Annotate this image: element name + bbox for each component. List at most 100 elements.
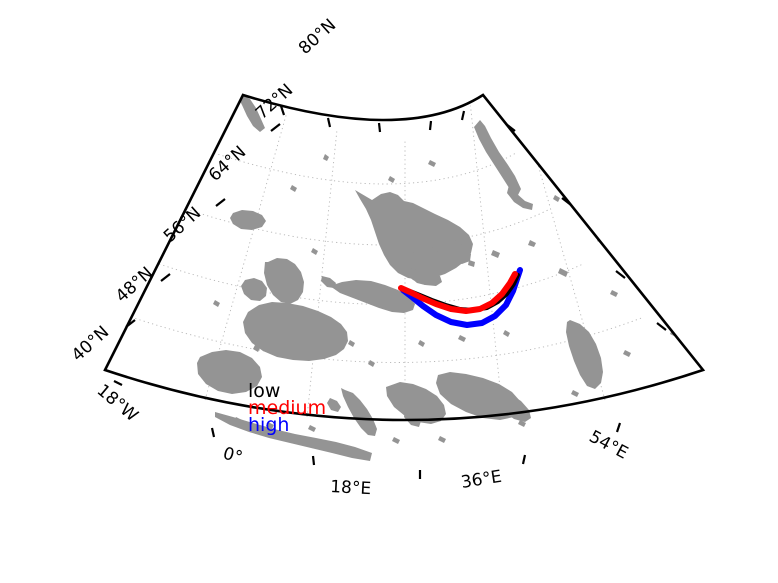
- coast-corsica-sardinia: [327, 398, 341, 412]
- coast-islet-w: [253, 345, 260, 352]
- parallel-64N: [185, 208, 551, 246]
- lon-label-18E: 18°E: [330, 477, 372, 499]
- tick-bottom-18E: [311, 455, 316, 466]
- coast-north-africa: [215, 412, 372, 461]
- coast-islet-p: [639, 215, 657, 231]
- coast-ireland: [241, 278, 267, 301]
- coast-islet-ah: [518, 420, 526, 427]
- coast-islet-m: [553, 195, 560, 202]
- coast-scandinavia: [355, 190, 473, 280]
- meridian-54E: [469, 100, 504, 418]
- coast-islet-g: [528, 240, 536, 247]
- parallel-72N: [213, 152, 517, 185]
- coast-black-sea-turkey: [436, 372, 521, 420]
- tick-left-72N: [270, 123, 281, 132]
- lat-label-56N: 56°N: [160, 203, 205, 247]
- map-frame: [103, 93, 706, 479]
- coast-baltic-north-europe: [330, 280, 415, 313]
- coast-islet-z: [311, 248, 318, 255]
- coast-islet-aj: [623, 350, 631, 357]
- tick-left-64N: [215, 198, 226, 207]
- tick-right-64N: [561, 197, 572, 206]
- tick-bottom-18W: [113, 380, 123, 386]
- lon-label-54E: 54°E: [586, 427, 631, 464]
- coast-islet-ae: [308, 425, 316, 432]
- coast-islet-aa: [428, 160, 436, 167]
- lat-label-64N: 64°N: [205, 142, 250, 186]
- tick-bottom-0: [210, 427, 216, 438]
- lon-label-0: 0°: [221, 444, 245, 469]
- frame-outline: [103, 93, 706, 422]
- tick-top-5: [460, 110, 466, 121]
- coast-balkans: [386, 382, 446, 424]
- coast-islet-ac: [234, 417, 242, 424]
- coast-greece: [404, 410, 421, 427]
- tick-right-56N: [615, 270, 626, 279]
- coast-caspian-sea: [566, 320, 603, 389]
- lon-label-36E: 36°E: [460, 467, 504, 493]
- coast-western-europe: [243, 302, 348, 361]
- coast-islet-af: [392, 437, 400, 444]
- tick-right-72N: [505, 123, 516, 132]
- coast-islet-f: [491, 250, 500, 258]
- tick-bottom-72E: [615, 422, 622, 433]
- tick-left-56N: [160, 273, 171, 282]
- coast-islet-k: [645, 270, 652, 277]
- tick-top-2: [326, 117, 332, 128]
- longitude-labels: 18°W 0° 18°E 36°E 54°E: [93, 381, 631, 500]
- coast-islet-u: [503, 330, 510, 337]
- coast-white-sea: [409, 268, 429, 285]
- coast-islet-y: [290, 185, 297, 192]
- trajectory-high: [400, 267, 523, 328]
- coast-islet-ag: [438, 436, 446, 443]
- lat-label-80N: 80°N: [295, 15, 340, 59]
- meridian-90E: [566, 95, 703, 371]
- coast-italy: [341, 388, 377, 436]
- coast-denmark: [321, 276, 336, 288]
- coast-islet-a: [350, 123, 357, 131]
- coast-islet-ai: [571, 390, 579, 397]
- coast-islet-x: [213, 300, 220, 307]
- lat-label-48N: 48°N: [112, 263, 157, 307]
- legend-label-low: low: [248, 380, 280, 402]
- tick-top-4: [428, 120, 433, 131]
- trajectory-medium: [398, 271, 518, 314]
- coast-islet-ab: [388, 176, 395, 183]
- coast-greenland-edge: [238, 95, 265, 132]
- coast-nz-south: [507, 185, 533, 210]
- coast-caucasus: [495, 390, 531, 422]
- coast-great-britain: [264, 258, 304, 304]
- coast-islet-n: [610, 290, 618, 297]
- tick-top-1: [279, 105, 286, 116]
- coast-islet-e: [468, 260, 475, 267]
- tick-bottom-54E: [521, 454, 527, 465]
- coast-islet-r: [348, 340, 355, 347]
- legend-label-high: high: [248, 414, 289, 436]
- coast-islet-d: [323, 154, 329, 161]
- coast-kola: [430, 231, 471, 264]
- coastlines-group: [197, 95, 678, 461]
- coast-islet-s: [418, 340, 425, 347]
- coast-islet-q: [298, 330, 305, 337]
- coast-islet-ad: [266, 422, 274, 429]
- tick-right-48N: [656, 322, 667, 331]
- coast-novaya-zemlya: [474, 120, 521, 195]
- meridian-18E: [306, 100, 341, 418]
- coast-islet-h: [558, 268, 568, 277]
- coast-islet-t: [458, 335, 466, 342]
- lat-label-72N: 72°N: [252, 80, 297, 124]
- tick-top-3: [377, 122, 382, 133]
- coast-islet-o: [659, 300, 666, 307]
- coast-iberia: [197, 350, 262, 394]
- lon-label-18W: 18°W: [93, 381, 142, 427]
- lat-label-40N: 40°N: [68, 322, 113, 366]
- legend: low medium high: [248, 380, 326, 436]
- coast-iceland: [230, 210, 266, 230]
- trajectories-group: [398, 267, 523, 328]
- coast-islet-j: [626, 250, 635, 259]
- coast-islet-l: [583, 200, 592, 209]
- coast-islet-v: [368, 360, 375, 367]
- tick-left-48N: [125, 319, 136, 328]
